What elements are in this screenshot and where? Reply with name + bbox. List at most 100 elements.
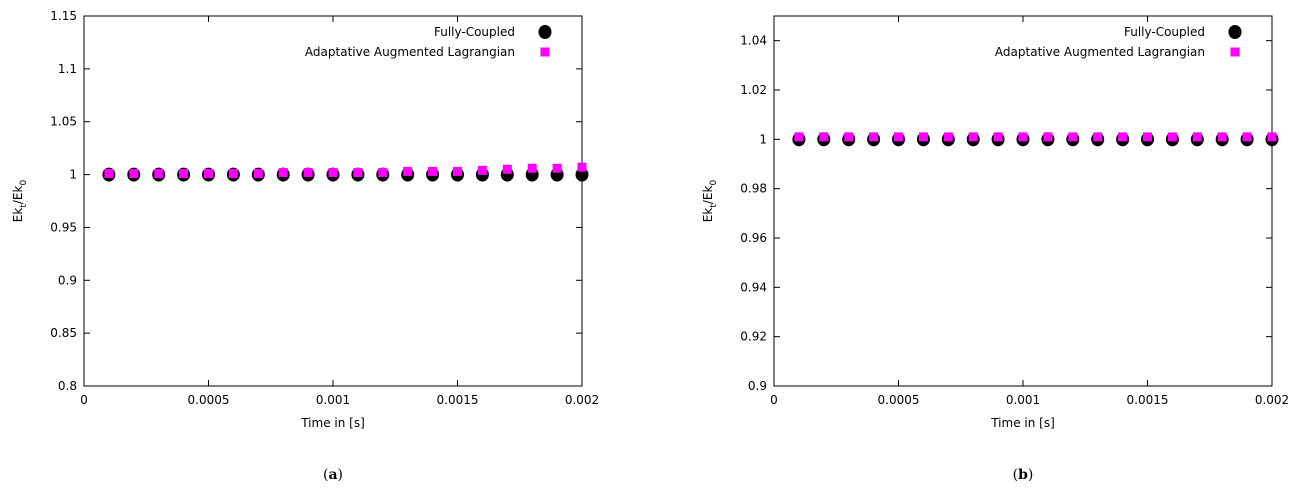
y-axis-label-main: Ek [701,208,715,223]
y-tick-label: 1.05 [50,115,77,129]
data-point [1018,132,1028,142]
data-point [228,169,238,179]
y-axis-label-subscript: t [709,204,719,208]
data-point [477,165,487,175]
caption-paren: ( [323,467,328,483]
y-tick-label: 1.04 [740,34,767,48]
data-point [1192,132,1202,142]
data-point [894,132,903,142]
data-point [1242,132,1252,142]
y-axis-label-main: Ek [11,208,25,223]
y-tick-label: 1.1 [58,62,77,76]
data-point [577,162,587,172]
data-point [869,132,879,142]
data-point [1093,132,1103,142]
legend-marker [1230,47,1240,57]
data-point [1143,132,1152,142]
chart-panel-a: 0.8 0.85 0.9 0.95 1 1.05 1.1 1.15 0 0.0005 0.001 0.… [11,9,599,483]
data-point [1068,132,1078,142]
data-point [1267,132,1277,142]
data-point [527,163,537,173]
x-tick-label: 0.001 [316,393,350,407]
caption-letter: a [328,467,337,483]
data-point [378,167,388,177]
legend-label: Adaptative Augmented Lagrangian [305,45,515,59]
series-augmented-lagrangian [104,162,587,179]
data-point [154,169,164,179]
chart-panel-b: 0.9 0.92 0.94 0.96 0.98 1 1.02 1.04 0 0.0005 0.001… [701,15,1289,483]
legend-marker [1228,25,1242,39]
legend-marker [540,47,550,57]
data-point [303,167,313,177]
legend-label: Fully-Coupled [1124,25,1205,39]
caption-paren: ) [338,467,343,483]
y-tick-label: 0.9 [748,379,767,393]
x-tick-label: 0.001 [1006,393,1040,407]
data-point [943,132,953,142]
y-axis-label-subscript: 0 [19,180,29,186]
x-tick-label: 0.0015 [1127,393,1169,407]
data-point [403,166,413,176]
data-point [204,169,213,179]
data-point [552,163,562,173]
data-point [453,166,462,176]
x-tick-label: 0 [80,393,88,407]
x-axis-label: Time in [s] [990,416,1055,430]
y-axis-label-subscript: 0 [709,180,719,186]
data-point [253,169,263,179]
y-tick-label: 1.15 [50,9,77,23]
data-point [1043,132,1053,142]
legend-marker [538,25,552,39]
data-point [794,132,804,142]
data-point [1167,132,1177,142]
data-point [1118,132,1128,142]
data-point [502,164,512,174]
data-point [104,169,114,179]
series-fully-coupled [102,167,589,182]
y-tick-label: 0.92 [740,330,767,344]
plot-frame [83,15,583,387]
series-augmented-lagrangian [794,132,1277,142]
y-tick-label: 0.95 [50,220,77,234]
y-tick-label: 0.85 [50,326,77,340]
y-tick-label: 0.96 [740,231,767,245]
x-tick-label: 0.0015 [437,393,479,407]
data-point [328,167,338,177]
data-point [353,167,363,177]
data-point [968,132,978,142]
legend-label: Fully-Coupled [434,25,515,39]
data-point [129,169,139,179]
data-point [819,132,829,142]
y-tick-label: 1 [759,132,767,146]
x-tick-label: 0.0005 [878,393,920,407]
data-point [844,132,854,142]
panel-caption: (a) [323,467,343,483]
series-fully-coupled [792,132,1279,147]
data-point [918,132,928,142]
caption-letter: b [1018,467,1028,483]
caption-paren: ) [1028,467,1033,483]
legend-label: Adaptative Augmented Lagrangian [995,45,1205,59]
y-tick-label: 0.9 [58,273,77,287]
plot-frame [773,15,1273,387]
y-axis-label: Ekt/Ek0 [11,180,29,223]
x-tick-label: 0.002 [565,393,599,407]
data-point [993,132,1003,142]
y-axis-label-sep: /Ek [11,186,25,205]
data-point [428,166,438,176]
y-axis-label-subscript: t [19,204,29,208]
x-tick-label: 0 [770,393,778,407]
y-tick-label: 0.98 [740,182,767,196]
y-tick-label: 0.94 [740,280,767,294]
y-tick-label: 1 [69,168,77,182]
panel-caption: (b) [1013,467,1034,483]
x-tick-label: 0.0005 [188,393,230,407]
data-point [179,169,189,179]
data-point [1217,132,1227,142]
x-tick-label: 0.002 [1255,393,1289,407]
x-axis-label: Time in [s] [300,416,365,430]
y-axis-label-sep: /Ek [701,186,715,205]
y-tick-label: 1.02 [740,83,767,97]
data-point [278,167,288,177]
